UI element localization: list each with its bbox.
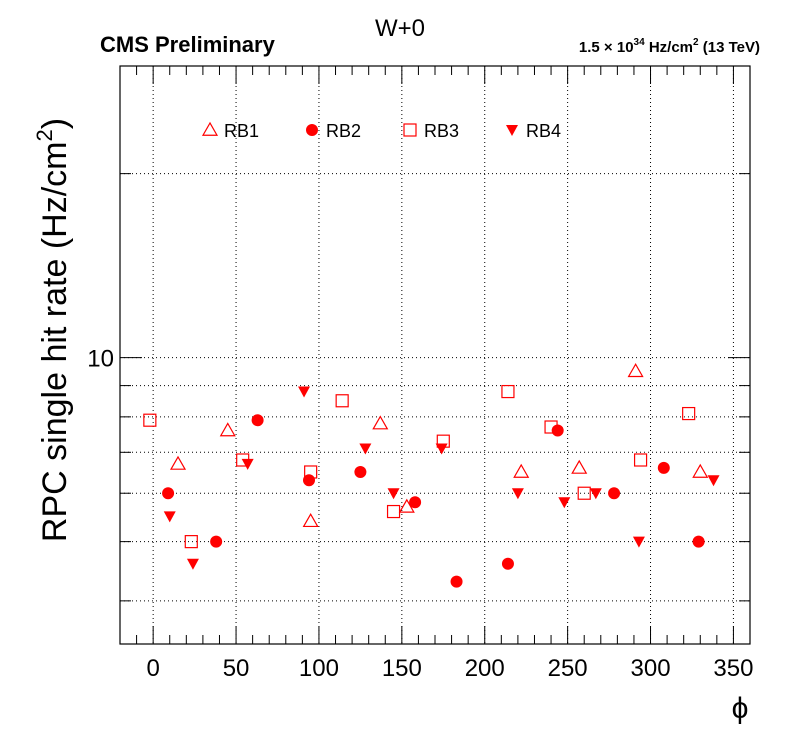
x-tick-label: 150 <box>382 655 422 682</box>
point-rb3 <box>184 535 198 549</box>
lumi-exp: 34 <box>634 37 646 48</box>
point-rb3 <box>544 420 558 434</box>
legend-label-rb4: RB4 <box>526 121 561 141</box>
legend-marker-rb2 <box>306 124 318 136</box>
luminosity-label: 1.5 × 1034 Hz/cm2 (13 TeV) <box>579 37 760 56</box>
legend-label-rb3: RB3 <box>424 121 459 141</box>
y-axis-label-close: ) <box>36 118 74 129</box>
lumi-main: 1.5 × 10 <box>579 39 634 56</box>
point-rb4 <box>632 536 645 548</box>
y-axis-label-exp: 2 <box>32 129 57 141</box>
x-tick-label: 50 <box>223 655 250 682</box>
lumi-energy: (13 TeV) <box>699 39 760 56</box>
point-rb2 <box>210 535 223 548</box>
point-rb3 <box>633 453 648 467</box>
point-rb2 <box>354 465 367 478</box>
point-rb2 <box>501 557 514 570</box>
point-rb4 <box>435 443 448 455</box>
point-rb2 <box>551 424 564 437</box>
point-rb1 <box>398 498 415 513</box>
point-rb1 <box>372 415 389 430</box>
legend: RB1 RB2 RB3 RB4 <box>201 121 561 141</box>
x-tick-label: 100 <box>299 655 339 682</box>
point-rb3 <box>335 394 349 408</box>
x-tick-label: 0 <box>146 655 159 682</box>
point-rb3 <box>386 504 401 519</box>
point-rb1 <box>302 512 319 528</box>
point-rb2 <box>657 461 670 474</box>
point-rb4 <box>589 488 602 500</box>
point-rb3 <box>501 384 515 399</box>
point-rb3 <box>304 465 318 479</box>
experiment-label: CMS Preliminary <box>100 32 276 57</box>
point-rb4 <box>241 458 254 470</box>
point-rb2 <box>162 487 175 500</box>
point-rb1 <box>692 463 709 478</box>
legend-marker-rb4 <box>506 125 518 136</box>
point-rb3 <box>682 406 696 421</box>
point-rb2 <box>692 535 705 548</box>
x-tick-label: 250 <box>548 655 588 682</box>
point-rb3 <box>577 486 591 500</box>
legend-marker-rb3 <box>403 123 417 137</box>
point-rb2 <box>251 414 264 427</box>
point-rb4 <box>707 475 720 487</box>
y-tick-label: 10 <box>87 346 114 373</box>
x-tick-label: 200 <box>465 655 505 682</box>
x-axis-label: ϕ <box>732 692 749 725</box>
legend-marker-rb1 <box>201 121 219 136</box>
x-tick-label: 350 <box>713 655 753 682</box>
legend-label-rb1: RB1 <box>224 121 259 141</box>
lumi-unit-exp: 2 <box>693 37 699 48</box>
point-rb3 <box>143 413 157 427</box>
point-rb1 <box>219 422 236 437</box>
point-rb4 <box>558 497 571 509</box>
point-rb2 <box>608 487 621 500</box>
point-rb2 <box>303 474 315 487</box>
y-axis-label: RPC single hit rate (Hz/cm2) <box>32 118 74 542</box>
chart-title: W+0 <box>375 15 425 42</box>
point-rb4 <box>186 558 199 570</box>
axes: 0 50 100 150 200 250 300 350 10 <box>87 65 753 682</box>
point-rb4 <box>359 443 372 455</box>
legend-label-rb2: RB2 <box>326 121 361 141</box>
point-rb1 <box>627 363 644 378</box>
point-rb4 <box>387 488 400 500</box>
point-rb4 <box>298 386 311 398</box>
point-rb1 <box>571 459 588 474</box>
y-axis-label-text: RPC single hit rate (Hz/cm <box>36 142 74 543</box>
grid <box>120 66 750 644</box>
point-rb4 <box>511 488 524 500</box>
point-rb4 <box>163 511 176 523</box>
data-points <box>143 363 720 588</box>
plot-frame <box>119 65 751 645</box>
point-rb2 <box>450 575 463 588</box>
point-rb1 <box>169 455 187 470</box>
point-rb2 <box>409 496 422 509</box>
x-tick-label: 300 <box>631 655 671 682</box>
lumi-unit: Hz/cm <box>645 39 693 56</box>
point-rb1 <box>513 463 530 478</box>
